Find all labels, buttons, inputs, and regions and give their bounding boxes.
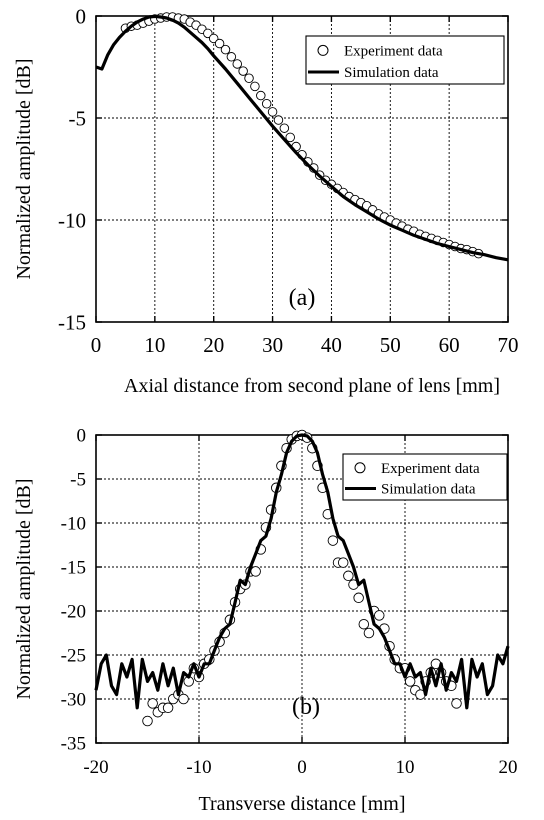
experiment-data-point [256,90,266,101]
simulation-data-line [94,433,510,710]
experiment-data-point [178,693,189,705]
chart-a: 0 10 20 30 40 50 60 70 0 -5 -10 -15 Axial distance f… [13,4,519,397]
y-tick-label: -25 [61,646,86,667]
y-tick-label: 0 [76,4,87,28]
experiment-data-point [244,73,254,83]
y-tick-label: -35 [61,734,86,755]
experiment-data-point [337,557,349,568]
experiment-data-point [353,592,364,604]
panel-label: (a) [289,285,316,311]
legend-marker-experiment [354,462,366,474]
experiment-data-point [273,115,284,125]
x-axis-label: Axial distance from second plane of lens… [124,375,500,397]
experiment-data-point [142,715,153,727]
legend-box [305,35,505,85]
y-axis-label: Normalized amplitude [dB] [13,478,35,699]
x-tick-label: 50 [380,333,401,357]
experiment-data-point [220,44,231,55]
experiment-data-point [208,33,219,44]
experiment-data-point [238,66,248,76]
experiment-data-point [162,702,174,714]
y-tick-label: -10 [58,208,86,232]
experiment-data-point [404,676,416,687]
legend-box [342,453,508,501]
legend-label-experiment: Experiment data [381,461,480,477]
y-axis-label: Normalized amplitude [dB] [13,58,35,279]
panel-label: (b) [292,694,320,720]
y-tick-label: -20 [61,602,86,623]
experiment-data-point [267,107,278,117]
x-tick-label: 70 [498,333,519,357]
experiment-data-point [279,123,290,133]
x-tick-label: 0 [297,757,307,778]
x-tick-label: 20 [203,333,224,357]
x-tick-label: 60 [439,333,460,357]
experiment-data-point [147,698,158,709]
y-tick-label: -30 [61,690,86,711]
x-tick-label: 30 [262,333,283,357]
experiment-data-point [232,59,243,69]
legend-label-simulation: Simulation data [381,482,476,498]
chart-b: -20 -10 0 10 20 0 -5 -10 -15 -20 -25 -30 -35 Transver… [13,426,518,815]
experiment-data-point [250,81,260,92]
x-tick-label: -20 [83,757,108,778]
experiment-data-point [203,28,213,39]
x-tick-label: 40 [321,333,342,357]
x-tick-label: 10 [144,333,165,357]
experiment-data-point [451,698,462,709]
experiment-data-point [358,618,370,630]
simulation-data-line [95,14,509,262]
y-tick-label: -15 [61,558,86,579]
experiment-data-point [261,98,272,109]
plot-frame [95,15,509,323]
legend-label-experiment: Experiment data [344,43,443,59]
x-axis-label: Transverse distance [mm] [199,793,406,815]
x-tick-label: 10 [396,757,415,778]
experiment-data-point [327,535,339,546]
x-tick-label: 20 [499,757,518,778]
y-tick-label: -15 [58,310,86,334]
y-tick-label: 0 [77,426,87,447]
y-tick-label: -5 [70,470,86,491]
y-tick-label: -10 [61,514,86,535]
legend-marker-experiment [317,44,329,56]
experiment-data-point [343,570,354,582]
experiment-data-point [214,38,225,49]
x-tick-label: 0 [91,333,102,357]
x-tick-label: -10 [186,757,211,778]
experiment-data-point [285,132,295,143]
experiment-data-point [250,566,261,577]
experiment-data-point [226,52,237,62]
legend-label-simulation: Simulation data [344,65,439,81]
y-tick-label: -5 [69,106,87,130]
experiment-data-point [374,610,385,621]
experiment-data-point [363,627,375,639]
